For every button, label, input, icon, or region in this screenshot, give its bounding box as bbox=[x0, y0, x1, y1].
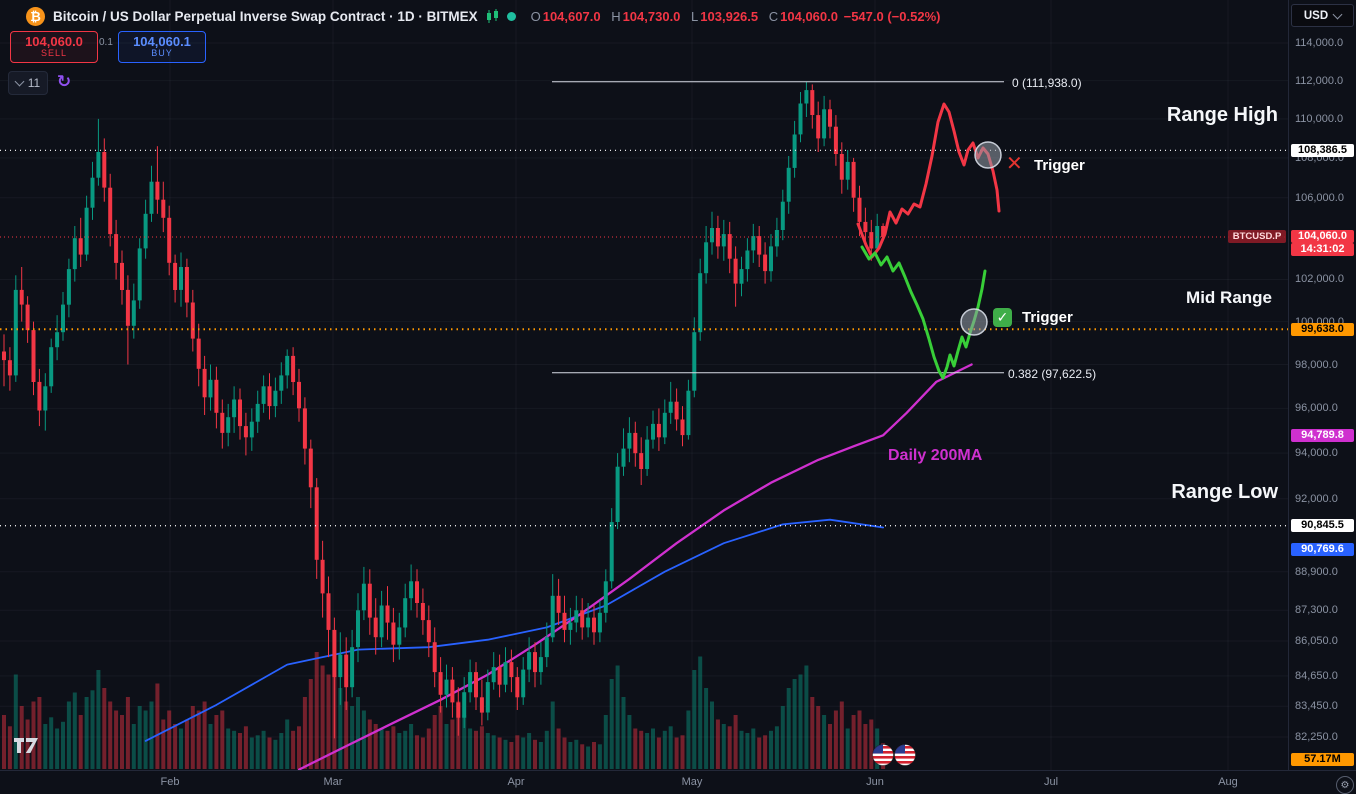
status-dot-icon bbox=[506, 12, 516, 21]
price-axis-label: 83,450.0 bbox=[1295, 700, 1338, 712]
price-axis[interactable]: 114,000.0 112,000.0 110,000.0 108,000.0 106,… bbox=[1288, 0, 1356, 770]
symbol-title[interactable]: Bitcoin / US Dollar Perpetual Inverse Sw… bbox=[53, 9, 478, 24]
refresh-icon[interactable]: ↻ bbox=[56, 72, 72, 91]
volume-value-badge: 57.17M bbox=[1291, 753, 1354, 766]
bitcoin-icon: ₿ bbox=[26, 7, 45, 26]
tradingview-logo[interactable] bbox=[14, 737, 39, 754]
price-axis-label: 96,000.0 bbox=[1295, 402, 1338, 414]
time-axis-label: Jul bbox=[1043, 776, 1059, 788]
change-readout: −547.0 (−0.52%) bbox=[843, 9, 941, 24]
price-axis-label: 112,000.0 bbox=[1295, 75, 1344, 87]
trigger-label-red[interactable]: Trigger bbox=[1034, 157, 1085, 174]
us-flag-sticker[interactable] bbox=[872, 744, 894, 766]
price-axis-label: 94,000.0 bbox=[1295, 447, 1338, 459]
ma-blue-price-badge: 90,769.6 bbox=[1291, 543, 1354, 556]
range-high-label[interactable]: Range High bbox=[1166, 104, 1278, 126]
mid-range-label[interactable]: Mid Range bbox=[1186, 288, 1272, 307]
price-axis-label: 92,000.0 bbox=[1295, 493, 1338, 505]
price-axis-label: 86,050.0 bbox=[1295, 635, 1338, 647]
ma200-label[interactable]: Daily 200MA bbox=[888, 447, 983, 464]
price-axis-label: 114,000.0 bbox=[1295, 37, 1344, 49]
trigger-label-green[interactable]: Trigger bbox=[1022, 309, 1073, 326]
fib-382-label[interactable]: 0.382 (97,622.5) bbox=[1008, 367, 1097, 381]
countdown-badge: 14:31:02 bbox=[1291, 243, 1354, 256]
last-price-badge: 104,060.0 bbox=[1291, 230, 1354, 243]
red-cross-icon[interactable]: ✕ bbox=[1006, 153, 1023, 175]
fib-0-label[interactable]: 0 (111,938.0) bbox=[1012, 76, 1082, 90]
symbol-price-tag: BTCUSD.P bbox=[1228, 230, 1286, 243]
sell-price: 104,060.0 bbox=[25, 34, 83, 49]
range-low-price-badge: 90,845.5 bbox=[1291, 519, 1354, 532]
time-axis-label: Feb bbox=[160, 776, 180, 788]
chevron-down-icon bbox=[14, 76, 25, 87]
time-axis-label: May bbox=[681, 776, 703, 788]
spread-value: 0.1 bbox=[99, 37, 113, 48]
price-axis-label: 102,000.0 bbox=[1295, 273, 1344, 285]
range-low-label[interactable]: Range Low bbox=[1171, 481, 1278, 503]
sell-button[interactable]: 104,060.0 SELL bbox=[10, 31, 98, 63]
time-axis-label: Jun bbox=[866, 776, 884, 788]
drawings-count-button[interactable]: 11 bbox=[8, 71, 48, 95]
gear-icon[interactable]: ⚙ bbox=[1336, 776, 1354, 794]
price-axis-label: 98,000.0 bbox=[1295, 359, 1338, 371]
ma200-price-badge: 94,789.8 bbox=[1291, 429, 1354, 442]
price-axis-label: 88,900.0 bbox=[1295, 566, 1338, 578]
green-check-icon[interactable]: ✓ bbox=[993, 308, 1012, 327]
price-chart[interactable] bbox=[0, 0, 1288, 771]
price-axis-label: 82,250.0 bbox=[1295, 731, 1338, 743]
us-flag-sticker[interactable] bbox=[894, 744, 916, 766]
ohlc-readout: O 104,607.0 H 104,730.0 L 103,926.5 C 104,06… bbox=[530, 9, 941, 24]
chart-legend: ₿ Bitcoin / US Dollar Perpetual Inverse … bbox=[26, 6, 940, 27]
chart-canvas[interactable] bbox=[0, 0, 1288, 775]
buy-button[interactable]: 104,060.1 BUY bbox=[118, 31, 206, 63]
price-axis-label: 110,000.0 bbox=[1295, 113, 1344, 125]
price-axis-label: 87,300.0 bbox=[1295, 604, 1338, 616]
time-axis-label: Apr bbox=[507, 776, 525, 788]
mid-range-price-badge: 99,638.0 bbox=[1291, 323, 1354, 336]
time-axis-label: Mar bbox=[323, 776, 343, 788]
time-axis[interactable]: Feb Mar Apr May Jun Jul Aug bbox=[0, 770, 1356, 793]
chart-svg bbox=[0, 0, 1288, 771]
chevron-down-icon bbox=[1332, 9, 1343, 19]
range-high-price-badge: 108,386.5 bbox=[1291, 144, 1354, 157]
candles-icon bbox=[486, 9, 498, 23]
buy-price: 104,060.1 bbox=[133, 34, 191, 49]
price-axis-label: 84,650.0 bbox=[1295, 670, 1338, 682]
currency-dropdown[interactable]: USD bbox=[1291, 4, 1354, 27]
price-axis-label: 106,000.0 bbox=[1295, 192, 1344, 204]
time-axis-label: Aug bbox=[1218, 776, 1238, 788]
